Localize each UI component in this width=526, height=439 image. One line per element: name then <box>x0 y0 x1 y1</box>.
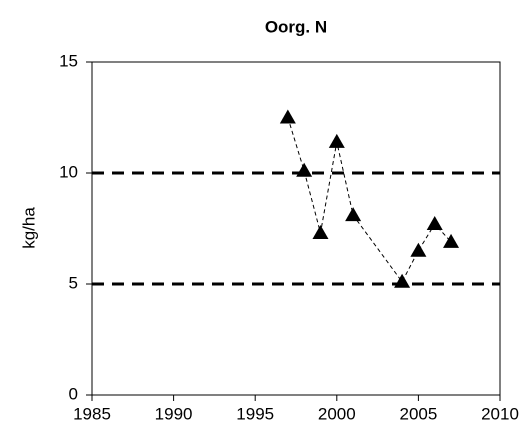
y-tick-label: 10 <box>59 162 78 181</box>
chart-title: Oorg. N <box>265 17 327 36</box>
marker <box>296 162 313 177</box>
y-tick-label: 5 <box>69 273 78 292</box>
x-tick-label: 2010 <box>481 404 519 423</box>
x-tick-label: 1985 <box>73 404 111 423</box>
marker <box>345 207 362 222</box>
y-axis-label: kg/ha <box>19 207 38 249</box>
marker <box>410 242 427 257</box>
marker <box>394 273 411 288</box>
y-tick-label: 15 <box>59 51 78 70</box>
marker <box>443 233 460 248</box>
plot-frame <box>91 61 501 396</box>
marker <box>279 109 296 124</box>
x-tick-label: 2005 <box>399 404 437 423</box>
x-tick-label: 1995 <box>236 404 274 423</box>
marker <box>312 224 329 239</box>
marker <box>426 216 443 231</box>
y-tick-label: 0 <box>69 384 78 403</box>
marker <box>328 133 345 148</box>
x-tick-label: 2000 <box>318 404 356 423</box>
x-tick-label: 1990 <box>155 404 193 423</box>
series-line <box>287 117 452 283</box>
